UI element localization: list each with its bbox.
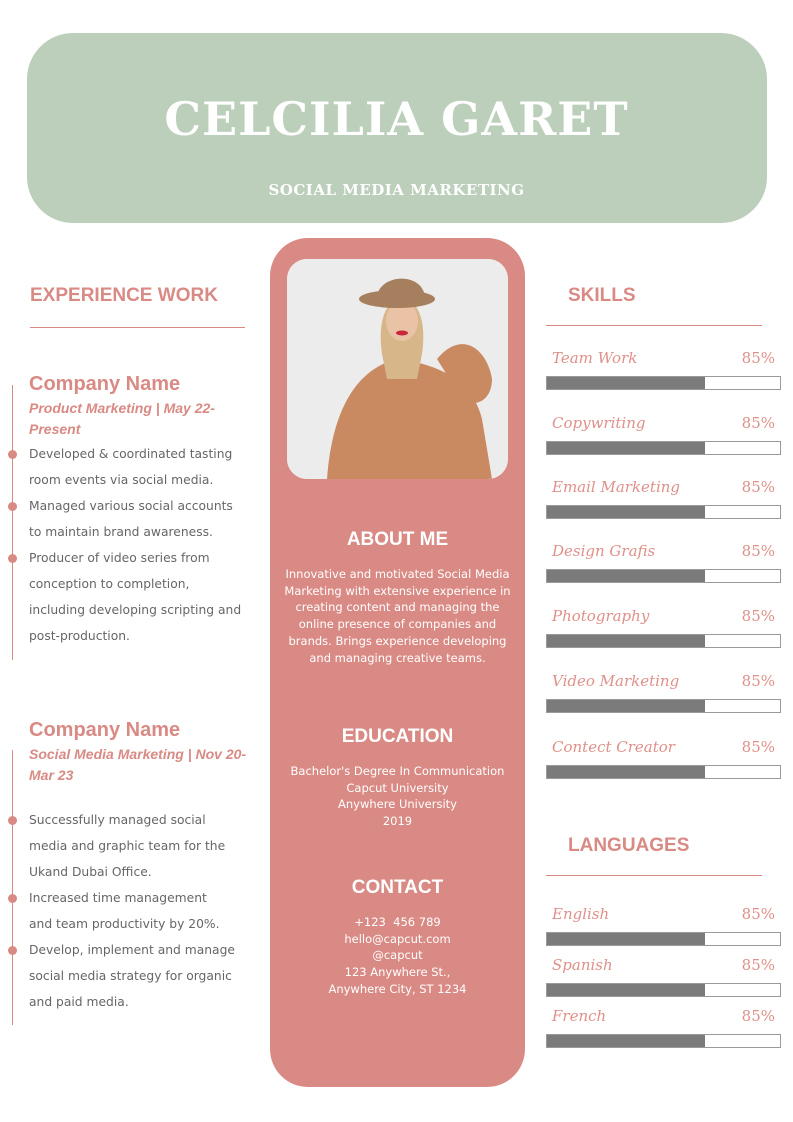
skills-level-fill	[547, 700, 706, 712]
skills-label: Contect Creator	[552, 738, 675, 756]
contact-address: 123 Anywhere St.,	[344, 965, 451, 980]
bullet-dot-icon	[8, 502, 17, 511]
job-bullet: Developed & coordinated tasting room eve…	[29, 447, 233, 487]
bullet-dot-icon	[8, 816, 17, 825]
education-year: 2019	[382, 814, 413, 829]
job-company: Company Name	[29, 373, 181, 395]
skills-percent: 85%	[741, 607, 775, 625]
bullet-dot-icon	[8, 554, 17, 563]
job-role: Social Media Marketing | Nov 20-Mar 23	[29, 746, 247, 783]
contact-city: Anywhere City, ST 1234	[328, 981, 467, 996]
languages-level-bar	[546, 983, 781, 997]
skills-percent: 85%	[741, 478, 775, 496]
skills-level-fill	[547, 442, 706, 454]
bullet-dot-icon	[8, 450, 17, 459]
job-bullet: Develop, implement and manage social med…	[29, 943, 235, 1009]
profile-photo	[287, 259, 508, 479]
languages-level-fill	[547, 933, 706, 945]
experience-heading: EXPERIENCE WORK	[30, 285, 218, 306]
header-banner	[27, 33, 767, 223]
candidate-name: CELCILIA GARET	[164, 92, 629, 146]
skills-label: Email Marketing	[552, 478, 681, 496]
job-company: Company Name	[29, 719, 181, 741]
skills-label: Team Work	[552, 349, 638, 367]
skills-label: Design Grafis	[552, 542, 656, 560]
languages-percent: 85%	[741, 905, 775, 923]
skills-level-fill	[547, 766, 706, 778]
languages-label: Spanish	[552, 956, 613, 974]
skills-percent: 85%	[741, 738, 775, 756]
job-role: Product Marketing | May 22-Present	[29, 400, 215, 437]
skills-level-bar	[546, 441, 781, 455]
job-bullet: Producer of video series from conception…	[29, 551, 242, 643]
languages-level-fill	[547, 1035, 706, 1047]
skills-percent: 85%	[741, 672, 775, 690]
languages-level-bar	[546, 1034, 781, 1048]
education-school: Capcut University	[346, 780, 449, 795]
job-bullet: Increased time management and team produ…	[29, 891, 220, 931]
contact-details: +123 456 789 hello@capcut.com @capcut 12…	[282, 914, 513, 998]
languages-label: French	[552, 1007, 607, 1025]
candidate-title: SOCIAL MEDIA MARKETING	[268, 181, 525, 199]
languages-divider	[546, 875, 762, 876]
education-details: Bachelor's Degree In Communication Capcu…	[282, 763, 513, 830]
experience-divider	[30, 327, 245, 328]
bullet-dot-icon	[8, 946, 17, 955]
contact-handle: @capcut	[372, 948, 423, 963]
skills-label: Photography	[552, 607, 650, 625]
languages-level-fill	[547, 984, 706, 996]
skills-level-bar	[546, 376, 781, 390]
languages-level-bar	[546, 932, 781, 946]
languages-percent: 85%	[741, 956, 775, 974]
job-bullet: Successfully managed social media and gr…	[29, 813, 226, 879]
skills-level-bar	[546, 634, 781, 648]
skills-heading: SKILLS	[568, 285, 636, 306]
skills-level-fill	[547, 635, 706, 647]
about-text: Innovative and motivated Social Media Ma…	[284, 567, 511, 665]
contact-phone: +123 456 789	[354, 915, 441, 929]
education-degree: Bachelor's Degree In Communication	[290, 764, 505, 778]
skills-divider	[546, 325, 762, 326]
skills-level-fill	[547, 377, 706, 389]
skills-level-fill	[547, 570, 706, 582]
timeline-line	[12, 750, 13, 1025]
skills-percent: 85%	[741, 414, 775, 432]
job-bullet: Managed various social accounts to maint…	[29, 499, 233, 539]
skills-percent: 85%	[741, 349, 775, 367]
skills-level-bar	[546, 569, 781, 583]
skills-level-bar	[546, 765, 781, 779]
education-school: Anywhere University	[338, 797, 457, 812]
languages-heading: LANGUAGES	[568, 835, 690, 856]
skills-level-bar	[546, 505, 781, 519]
contact-heading: CONTACT	[351, 877, 444, 898]
timeline-line	[12, 385, 13, 660]
skills-level-fill	[547, 506, 706, 518]
skills-label: Video Marketing	[552, 672, 680, 690]
skills-level-bar	[546, 699, 781, 713]
about-heading: ABOUT ME	[346, 529, 449, 550]
contact-email: hello@capcut.com	[344, 931, 451, 946]
skills-percent: 85%	[741, 542, 775, 560]
languages-label: English	[552, 905, 610, 923]
education-heading: EDUCATION	[341, 726, 454, 747]
bullet-dot-icon	[8, 894, 17, 903]
skills-label: Copywriting	[552, 414, 646, 432]
languages-percent: 85%	[741, 1007, 775, 1025]
